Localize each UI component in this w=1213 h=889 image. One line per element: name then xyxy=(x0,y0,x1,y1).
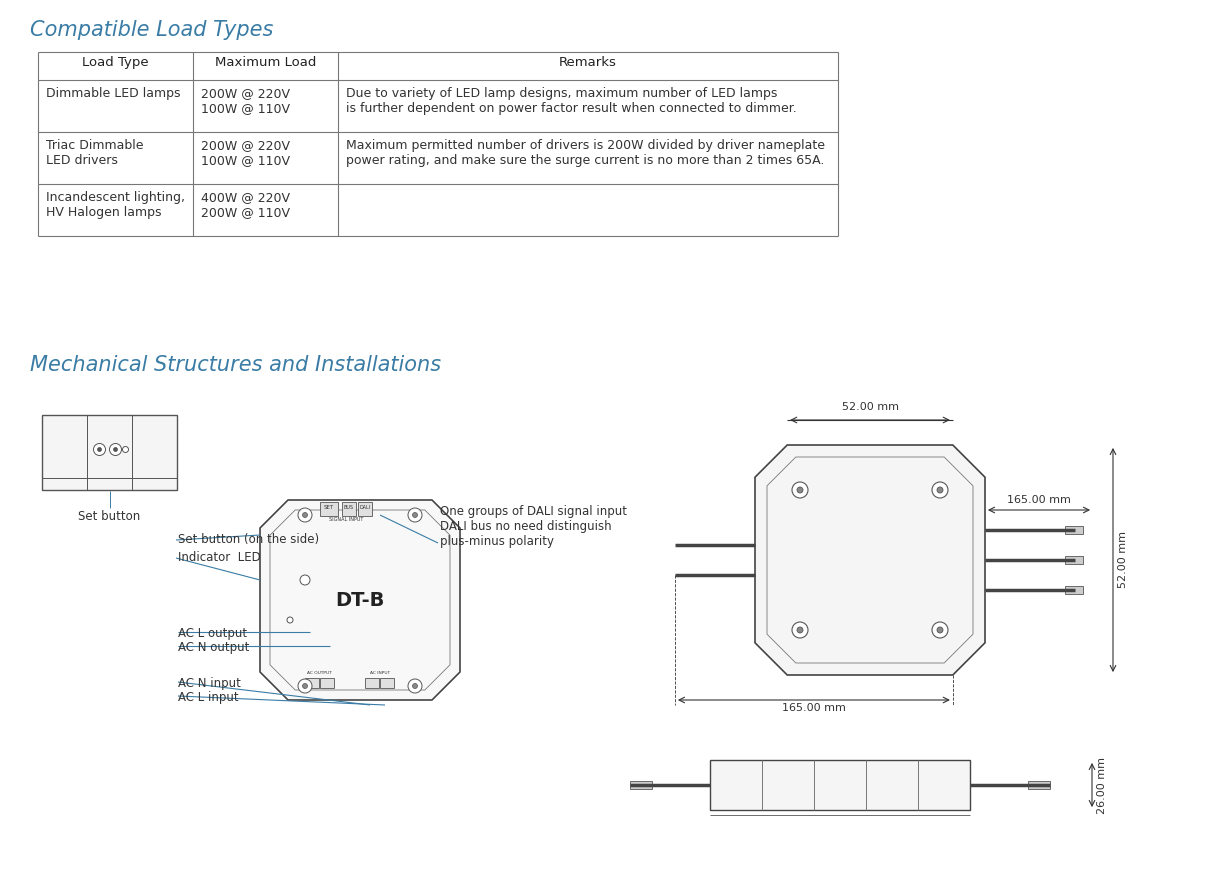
Text: Compatible Load Types: Compatible Load Types xyxy=(30,20,273,40)
Bar xyxy=(1065,556,1083,564)
Bar xyxy=(710,760,970,810)
Circle shape xyxy=(408,679,422,693)
Circle shape xyxy=(936,627,943,633)
Circle shape xyxy=(97,447,102,452)
Bar xyxy=(320,502,338,516)
Text: AC N output: AC N output xyxy=(178,641,250,654)
Circle shape xyxy=(797,487,803,493)
Circle shape xyxy=(792,622,808,638)
Bar xyxy=(365,678,378,688)
Circle shape xyxy=(408,508,422,522)
Text: 400W @ 220V
200W @ 110V: 400W @ 220V 200W @ 110V xyxy=(201,191,290,219)
Text: AC INPUT: AC INPUT xyxy=(370,671,391,675)
Text: 52.00 mm: 52.00 mm xyxy=(842,402,899,412)
Text: Maximum Load: Maximum Load xyxy=(215,56,317,69)
Bar xyxy=(304,678,319,688)
Bar xyxy=(1065,526,1083,534)
Bar xyxy=(1065,586,1083,594)
Circle shape xyxy=(936,487,943,493)
Circle shape xyxy=(302,684,308,688)
Text: 165.00 mm: 165.00 mm xyxy=(782,703,845,713)
Circle shape xyxy=(932,482,949,498)
Text: Incandescent lighting,
HV Halogen lamps: Incandescent lighting, HV Halogen lamps xyxy=(46,191,186,219)
Text: Remarks: Remarks xyxy=(559,56,617,69)
Text: 165.00 mm: 165.00 mm xyxy=(1007,495,1071,505)
Text: DALI: DALI xyxy=(359,505,371,510)
Text: 52.00 mm: 52.00 mm xyxy=(1118,532,1128,589)
Text: Set button: Set button xyxy=(79,510,141,523)
Circle shape xyxy=(287,617,294,623)
Circle shape xyxy=(302,512,308,517)
Bar xyxy=(630,781,653,789)
Circle shape xyxy=(109,444,121,455)
Text: Set button (on the side): Set button (on the side) xyxy=(178,533,319,546)
Text: Indicator  LED: Indicator LED xyxy=(178,551,261,564)
Text: 200W @ 220V
100W @ 110V: 200W @ 220V 100W @ 110V xyxy=(201,139,290,167)
Text: Due to variety of LED lamp designs, maximum number of LED lamps
is further depen: Due to variety of LED lamp designs, maxi… xyxy=(346,87,797,115)
Circle shape xyxy=(123,446,129,453)
Text: 26.00 mm: 26.00 mm xyxy=(1097,757,1107,813)
Text: Maximum permitted number of drivers is 200W divided by driver nameplate
power ra: Maximum permitted number of drivers is 2… xyxy=(346,139,825,167)
Bar xyxy=(342,502,355,516)
Circle shape xyxy=(792,482,808,498)
Circle shape xyxy=(932,622,949,638)
Text: AC L input: AC L input xyxy=(178,691,239,704)
Bar xyxy=(320,678,334,688)
Polygon shape xyxy=(260,500,460,700)
Text: Mechanical Structures and Installations: Mechanical Structures and Installations xyxy=(30,355,442,375)
Text: AC OUTPUT: AC OUTPUT xyxy=(307,671,331,675)
Circle shape xyxy=(298,508,312,522)
Circle shape xyxy=(797,627,803,633)
Circle shape xyxy=(298,679,312,693)
Text: Load Type: Load Type xyxy=(82,56,149,69)
Text: DT-B: DT-B xyxy=(335,590,385,610)
Bar xyxy=(358,502,372,516)
Text: AC L output: AC L output xyxy=(178,627,247,640)
Bar xyxy=(380,678,394,688)
Text: 200W @ 220V
100W @ 110V: 200W @ 220V 100W @ 110V xyxy=(201,87,290,115)
Circle shape xyxy=(93,444,106,455)
Text: Dimmable LED lamps: Dimmable LED lamps xyxy=(46,87,181,100)
Circle shape xyxy=(412,684,417,688)
Text: SET: SET xyxy=(324,505,334,510)
Circle shape xyxy=(300,575,311,585)
Text: One groups of DALI signal input
DALI bus no need distinguish
plus-minus polarity: One groups of DALI signal input DALI bus… xyxy=(440,505,627,548)
Text: SIGNAL INPUT: SIGNAL INPUT xyxy=(329,517,363,522)
Text: Triac Dimmable
LED drivers: Triac Dimmable LED drivers xyxy=(46,139,143,167)
Bar xyxy=(42,415,177,490)
Text: BUS: BUS xyxy=(344,505,354,510)
Circle shape xyxy=(114,447,118,452)
Text: AC N input: AC N input xyxy=(178,677,241,690)
Circle shape xyxy=(412,512,417,517)
Polygon shape xyxy=(754,445,985,675)
Bar xyxy=(1027,781,1050,789)
